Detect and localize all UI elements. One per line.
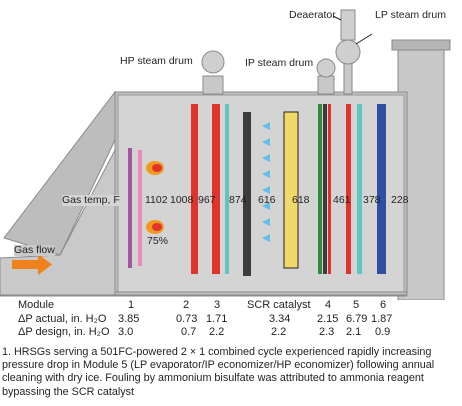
module-number: 1 <box>128 299 135 311</box>
gas-flow-label: Gas flow <box>14 244 55 256</box>
gas-temp-label: Gas temp, F <box>62 194 120 206</box>
lp-steam-drum <box>335 33 373 65</box>
dp-design-value: 0.7 <box>181 326 197 338</box>
dp-actual-value: 1.87 <box>371 313 393 325</box>
duct-burner-flame-lower <box>146 220 164 234</box>
module-3-red <box>212 104 220 274</box>
module-number: 3 <box>214 299 221 311</box>
hp-drum-label: HP steam drum <box>120 55 193 67</box>
gas-temp-value: 461 <box>333 194 351 206</box>
figure-caption: 1. HRSGs serving a 501FC-powered 2 × 1 c… <box>2 346 435 398</box>
deaerator-leader <box>332 15 342 21</box>
row-actual-label: ΔP actual, in. H₂O <box>18 313 107 325</box>
module-4-charcoal <box>323 104 327 274</box>
gas-temp-value: 616 <box>258 194 276 206</box>
gas-temp-value: 618 <box>292 194 310 206</box>
module-5-teal <box>357 104 362 274</box>
gas-temp-value: 874 <box>229 194 247 206</box>
deaerator-label: Deaerator <box>289 9 336 21</box>
dp-actual-value: 3.34 <box>269 313 291 325</box>
dp-design-value: 2.1 <box>346 326 362 338</box>
scr-catalyst-bed <box>283 111 299 269</box>
tube-modules <box>128 104 386 276</box>
hrsg-diagram <box>0 9 451 300</box>
module-1-purple <box>128 148 132 268</box>
ip-steam-drum <box>316 58 336 95</box>
module-4-green <box>318 104 322 274</box>
module-4-red <box>328 104 331 274</box>
dp-actual-value: 3.85 <box>118 313 140 325</box>
ip-drum-label: IP steam drum <box>245 57 314 69</box>
gas-temp-value: 1102 <box>145 194 168 206</box>
dp-design-value: 2.2 <box>271 326 287 338</box>
dp-actual-value: 1.71 <box>206 313 228 325</box>
dp-design-value: 2.3 <box>319 326 335 338</box>
module-number: SCR catalyst <box>247 299 311 311</box>
gas-temp-value: 228 <box>391 194 409 206</box>
table-header-label: Module <box>18 299 55 311</box>
module-number: 5 <box>353 299 360 311</box>
gas-temp-value: 378 <box>363 194 381 206</box>
lp-drum-label: LP steam drum <box>375 9 447 21</box>
module-charcoal <box>243 112 251 276</box>
gas-temp-value: 967 <box>198 194 216 206</box>
module-6-blue <box>377 104 386 274</box>
duct-burner-flame-upper <box>146 161 164 175</box>
gas-flow-arrow <box>12 254 52 275</box>
dp-design-value: 0.9 <box>375 326 391 338</box>
dp-design-value: 3.0 <box>118 326 134 338</box>
ammonia-injection-arrows <box>262 122 270 242</box>
module-5-red <box>346 104 351 274</box>
dp-actual-value: 6.79 <box>346 313 368 325</box>
dp-actual-value: 2.15 <box>317 313 339 325</box>
module-number: 2 <box>183 299 190 311</box>
burner-percent-label: 75% <box>147 235 169 247</box>
module-1-pink <box>138 150 142 266</box>
hp-steam-drum <box>201 50 225 95</box>
gas-temp-value: 1008 <box>170 194 194 206</box>
module-number: 4 <box>325 299 332 311</box>
module-2-red <box>191 104 198 274</box>
module-3-teal <box>225 104 229 274</box>
dp-design-value: 2.2 <box>209 326 225 338</box>
module-number: 6 <box>380 299 387 311</box>
dp-actual-value: 0.73 <box>176 313 198 325</box>
row-design-label: ΔP design, in. H₂O <box>18 326 110 338</box>
